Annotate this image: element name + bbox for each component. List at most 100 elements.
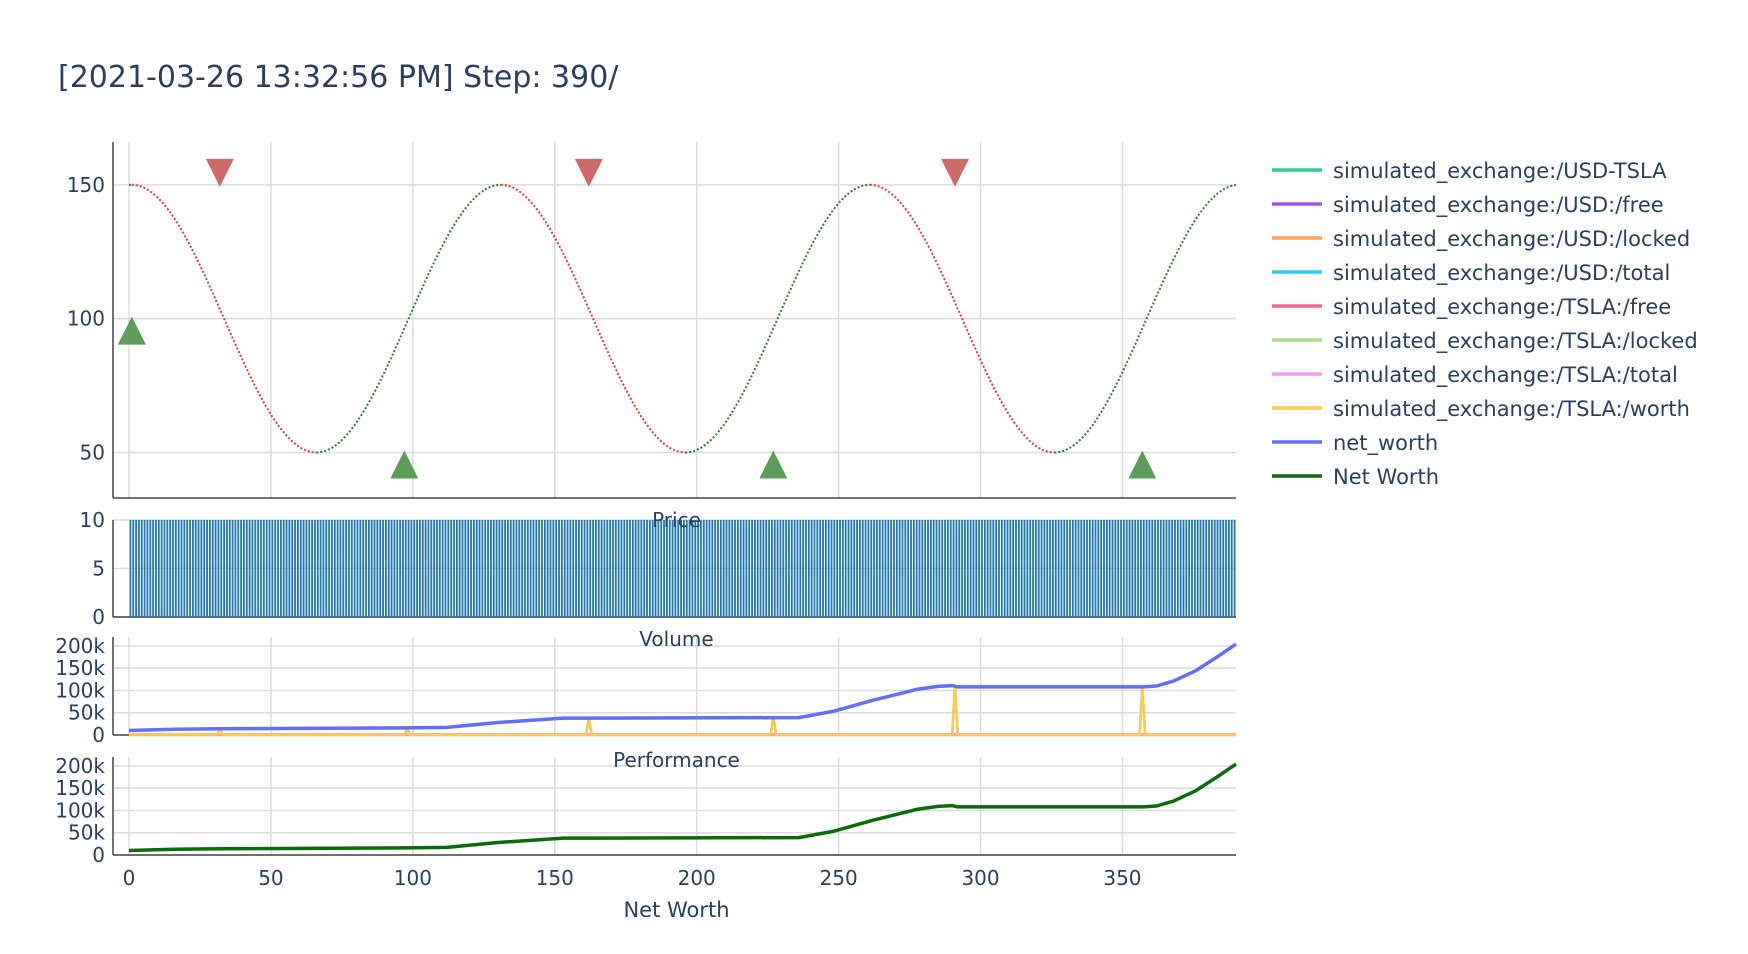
volume-bar [223,520,225,617]
volume-bar [215,520,217,617]
volume-bar [711,520,713,617]
volume-bar [1038,520,1040,617]
volume-bar [1225,520,1227,617]
volume-bar [300,520,302,617]
volume-bar [913,520,915,617]
volume-bar [924,520,926,617]
volume-bar [470,520,472,617]
volume-bar [868,520,870,617]
volume-bar [405,520,407,617]
panel-title: Price [652,508,701,532]
volume-bar [493,520,495,617]
volume-bar [158,520,160,617]
x-tick-label: 100 [394,866,432,890]
volume-bar [155,520,157,617]
volume-bar [183,520,185,617]
volume-bar [283,520,285,617]
volume-bar [442,520,444,617]
volume-bar [481,520,483,617]
volume-bar [692,520,694,617]
volume-bar [254,520,256,617]
volume-bar [252,520,254,617]
volume-bar [587,520,589,617]
volume-bar [967,520,969,617]
volume-bar [186,520,188,617]
volume-bar [547,520,549,617]
volume-bar [1072,520,1074,617]
volume-bar [649,520,651,617]
volume-bar [802,520,804,617]
volume-bar [995,520,997,617]
legend-label: net_worth [1333,431,1438,456]
volume-bar [992,520,994,617]
volume-bar [606,520,608,617]
volume-bar [1157,520,1159,617]
volume-bar [958,520,960,617]
volume-bar [550,520,552,617]
volume-bar [243,520,245,617]
volume-bar [561,520,563,617]
legend-label: simulated_exchange:/USD:/free [1333,193,1664,218]
volume-bar [745,520,747,617]
volume-bar [569,520,571,617]
volume-bar [462,520,464,617]
volume-bar [203,520,205,617]
volume-bar [635,520,637,617]
volume-bar [788,520,790,617]
volume-bar [524,520,526,617]
volume-bar [853,520,855,617]
volume-bar [1140,520,1142,617]
volume-bar [720,520,722,617]
volume-bar [416,520,418,617]
volume-bar [1137,520,1139,617]
volume-bar [768,520,770,617]
volume-bar [453,520,455,617]
volume-bar [1044,520,1046,617]
volume-bar [1080,520,1082,617]
volume-bar [206,520,208,617]
volume-bar [342,520,344,617]
volume-bar [1151,520,1153,617]
volume-bar [447,520,449,617]
volume-bar [1078,520,1080,617]
volume-bar [845,520,847,617]
volume-bar [978,520,980,617]
volume-bar [919,520,921,617]
volume-bar [164,520,166,617]
volume-bar [601,520,603,617]
volume-bar [464,520,466,617]
volume-bar [1032,520,1034,617]
volume-bar [907,520,909,617]
volume-bar [839,520,841,617]
volume-bar [1018,520,1020,617]
volume-bar [652,520,654,617]
volume-bar [660,520,662,617]
volume-bar [683,520,685,617]
x-tick-label: 300 [961,866,999,890]
volume-bar [399,520,401,617]
volume-bar [487,520,489,617]
series-line-net-worth [129,644,1236,730]
volume-bar [1174,520,1176,617]
volume-bar [1049,520,1051,617]
volume-bar [533,520,535,617]
volume-bar [1009,520,1011,617]
volume-bar [762,520,764,617]
y-tick-label: 5 [92,557,105,581]
volume-bar [277,520,279,617]
volume-bar [987,520,989,617]
volume-bar [623,520,625,617]
volume-bar [885,520,887,617]
buy-marker [390,450,418,478]
volume-bar [1066,520,1068,617]
volume-bar [1114,520,1116,617]
volume-bar [436,520,438,617]
volume-bar [325,520,327,617]
volume-bar [1168,520,1170,617]
volume-bar [964,520,966,617]
volume-bar [740,520,742,617]
volume-bar [348,520,350,617]
volume-bar [357,520,359,617]
